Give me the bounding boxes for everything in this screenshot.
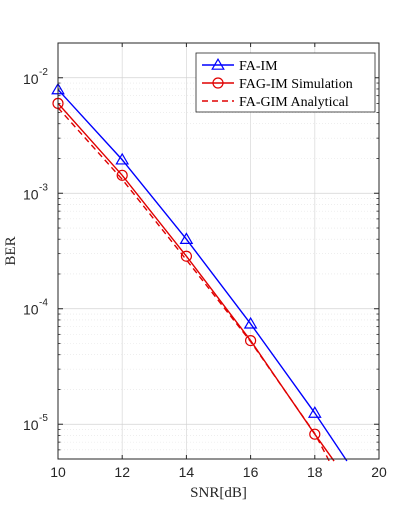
x-tick-label: 18 — [307, 464, 323, 480]
legend-triangle-marker — [211, 58, 225, 70]
circle-data-point — [116, 169, 128, 181]
x-tick-label: 10 — [50, 464, 66, 480]
series-layer — [51, 82, 348, 462]
legend-item: FA-GIM Analytical — [202, 95, 349, 110]
series-1 — [52, 97, 335, 462]
series-0 — [51, 82, 348, 462]
legend-label: FA-IM — [239, 59, 278, 74]
series-line — [57, 102, 335, 462]
series-2 — [57, 107, 330, 462]
y-tick-exponent: -4 — [39, 298, 48, 309]
plot-frame — [57, 42, 380, 460]
y-tick-exponent: -3 — [39, 182, 48, 193]
triangle-data-point — [179, 232, 194, 244]
y-tick-exponent: -2 — [39, 67, 48, 78]
legend-item: FAG-IM Simulation — [202, 77, 353, 92]
circle-data-point — [180, 250, 192, 262]
legend: FA-IM FAG-IM Simulation FA-GIM Analytical — [195, 52, 376, 113]
y-tick-label: 10 — [23, 186, 39, 202]
triangle-data-point — [243, 316, 258, 329]
x-tick-label: 16 — [243, 464, 259, 480]
y-tick-label: 10 — [23, 417, 39, 433]
x-tick-label: 20 — [371, 464, 387, 480]
triangle-data-point — [115, 152, 130, 165]
x-tick-label: 12 — [114, 464, 130, 480]
series-line — [57, 107, 330, 462]
legend-label: FAG-IM Simulation — [239, 77, 353, 92]
legend-item: FA-IM — [202, 58, 278, 74]
circle-data-point — [309, 428, 321, 440]
y-tick-exponent: -5 — [39, 413, 48, 424]
x-tick-label: 14 — [179, 464, 195, 480]
x-axis-label: SNR[dB] — [190, 485, 247, 501]
series-line — [57, 89, 348, 462]
y-tick-label: 10 — [23, 71, 39, 87]
circle-data-point — [245, 334, 257, 347]
legend-label: FA-GIM Analytical — [239, 95, 349, 110]
y-tick-label: 10 — [23, 302, 39, 318]
legend-circle-marker — [212, 77, 224, 89]
triangle-data-point — [307, 406, 322, 418]
y-axis-label: BER — [3, 236, 19, 265]
